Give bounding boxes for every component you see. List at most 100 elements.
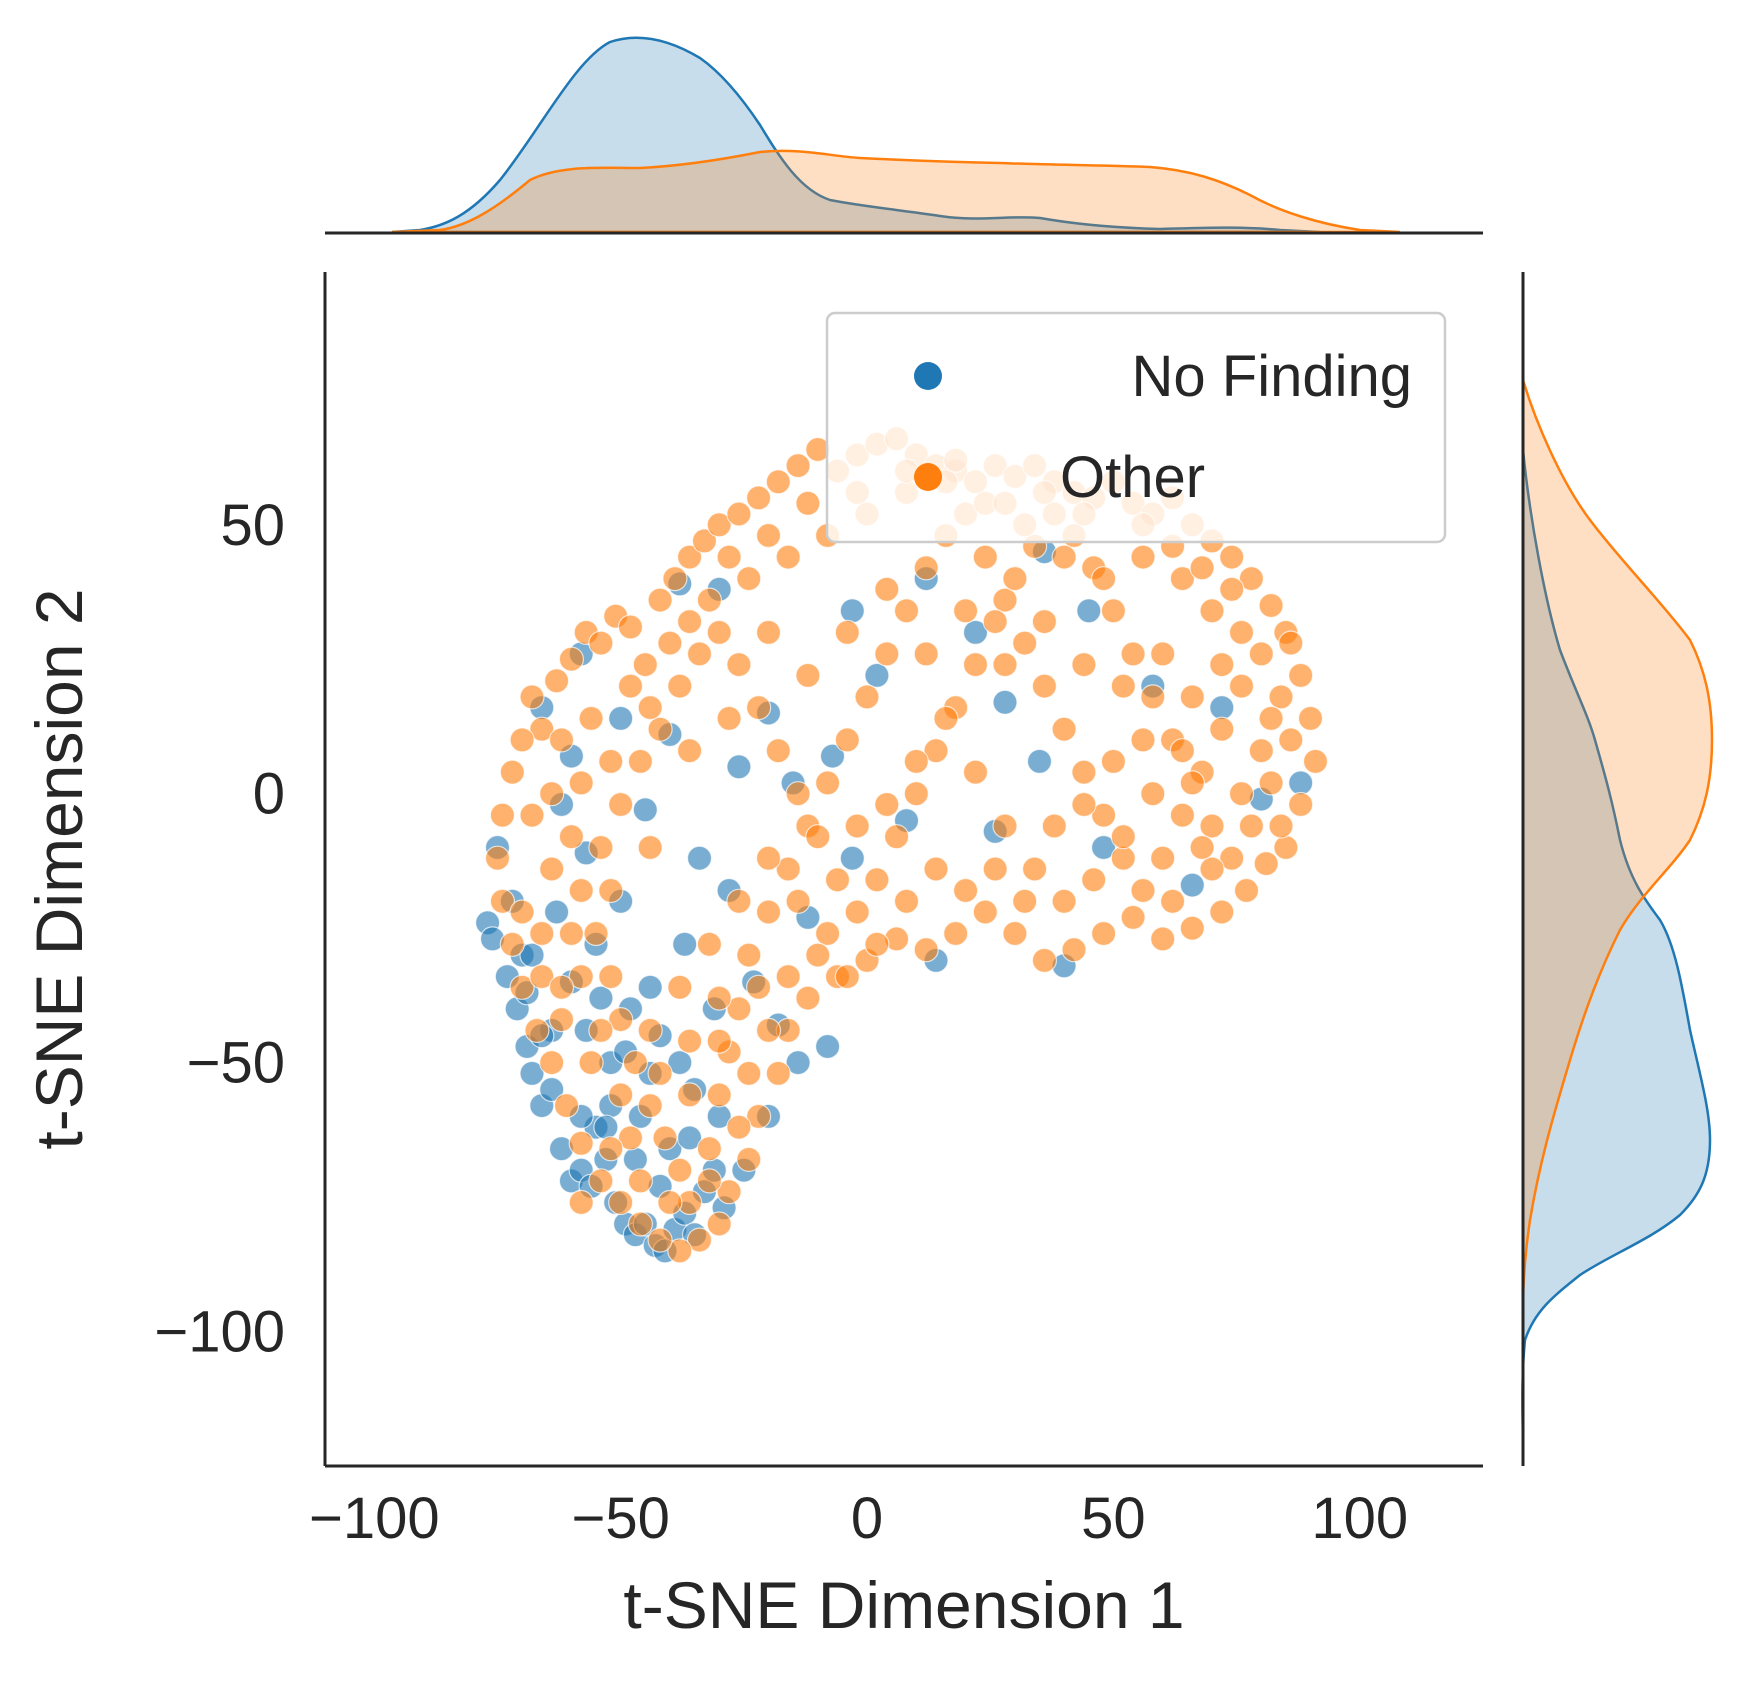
point-other-225 <box>1110 824 1136 850</box>
point-other-56 <box>1031 947 1058 974</box>
point-no-finding-71 <box>1076 598 1102 624</box>
point-other-97 <box>667 1157 693 1183</box>
point-other-185 <box>1199 598 1225 624</box>
point-other-51 <box>1179 915 1205 941</box>
point-other-145 <box>1002 565 1028 592</box>
right-kde-no-finding <box>1521 449 1712 1441</box>
point-other-138 <box>1140 684 1166 710</box>
point-other-79 <box>539 1049 565 1076</box>
point-other-153 <box>844 899 870 925</box>
point-other-219 <box>933 705 959 732</box>
point-no-finding-53 <box>588 985 614 1011</box>
point-other-121 <box>1090 802 1117 828</box>
point-other-2 <box>543 668 570 694</box>
x-tick-label-1: −50 <box>572 1486 670 1551</box>
point-other-173 <box>736 565 762 592</box>
point-other-286 <box>745 974 772 1000</box>
legend-label-other: Other <box>1060 445 1205 510</box>
point-other-190 <box>1110 673 1136 699</box>
point-other-83 <box>489 888 515 914</box>
point-other-253 <box>519 802 545 828</box>
right-marginal-kde <box>1521 272 1714 1466</box>
point-other-285 <box>706 1028 732 1054</box>
point-other-147 <box>962 651 989 678</box>
point-other-171 <box>657 630 683 656</box>
point-other-209 <box>637 1017 663 1044</box>
point-other-284 <box>676 1082 703 1108</box>
point-other-130 <box>1268 684 1294 710</box>
point-other-184 <box>1169 565 1196 592</box>
point-no-finding-37 <box>667 1049 693 1076</box>
point-other-41 <box>1258 592 1284 619</box>
point-other-139 <box>1120 641 1146 667</box>
point-other-55 <box>1061 937 1087 963</box>
point-other-165 <box>608 791 634 818</box>
point-other-246 <box>716 544 742 570</box>
point-other-133 <box>1238 813 1265 839</box>
x-tick-label-3: 50 <box>1081 1486 1146 1551</box>
point-other-270 <box>982 856 1008 882</box>
point-no-finding-70 <box>962 619 989 646</box>
point-other-99 <box>696 1136 723 1162</box>
point-other-66 <box>765 1060 791 1087</box>
point-other-54 <box>1090 920 1117 947</box>
point-other-152 <box>864 867 890 893</box>
point-other-210 <box>667 974 693 1000</box>
point-other-170 <box>617 673 644 699</box>
point-other-15 <box>745 485 772 511</box>
point-other-189 <box>1150 641 1176 667</box>
y-tick-labels: −100 −50 0 50 <box>154 493 285 1365</box>
point-other-69 <box>716 1179 742 1205</box>
point-other-119 <box>1051 716 1077 742</box>
point-other-247 <box>676 608 703 635</box>
point-other-263 <box>775 963 801 990</box>
point-other-193 <box>992 651 1018 678</box>
point-other-204 <box>558 920 585 947</box>
point-other-103 <box>736 942 762 968</box>
point-other-14 <box>726 501 752 527</box>
point-no-finding-89 <box>519 942 545 968</box>
point-no-finding-57 <box>672 931 698 957</box>
point-other-78 <box>553 1092 580 1119</box>
point-other-215 <box>814 920 841 947</box>
point-other-272 <box>1041 813 1067 839</box>
point-other-160 <box>706 619 732 646</box>
point-other-52 <box>1150 926 1176 952</box>
point-other-89 <box>558 824 585 850</box>
point-other-0 <box>519 684 545 710</box>
legend-marker-other <box>914 463 942 491</box>
point-other-74 <box>627 1211 654 1237</box>
y-tick-label-3: 50 <box>220 493 285 558</box>
point-other-260 <box>706 985 732 1011</box>
point-other-116 <box>992 587 1018 613</box>
point-other-276 <box>1159 888 1186 914</box>
point-other-256 <box>588 1017 614 1044</box>
point-other-168 <box>548 727 575 753</box>
point-other-102 <box>726 996 752 1022</box>
point-other-93 <box>608 1006 634 1033</box>
point-other-60 <box>913 937 939 963</box>
point-other-172 <box>696 587 723 613</box>
point-other-132 <box>1258 770 1284 796</box>
point-no-finding-63 <box>839 845 865 871</box>
point-other-216 <box>844 813 870 839</box>
point-other-211 <box>696 931 723 957</box>
point-other-158 <box>745 694 772 721</box>
point-no-finding-90 <box>1209 694 1235 721</box>
x-axis-label: t-SNE Dimension 1 <box>623 1568 1184 1642</box>
point-other-218 <box>903 748 929 775</box>
point-other-278 <box>726 1114 752 1140</box>
point-other-128 <box>1228 673 1255 699</box>
point-other-111 <box>893 598 920 624</box>
point-other-281 <box>627 1168 654 1194</box>
point-no-finding-92 <box>1288 770 1314 796</box>
point-other-267 <box>893 888 920 914</box>
y-axis-label: t-SNE Dimension 2 <box>22 588 96 1149</box>
point-other-231 <box>1268 813 1294 839</box>
point-other-118 <box>1031 673 1058 699</box>
point-other-264 <box>805 942 831 968</box>
point-other-266 <box>864 931 890 957</box>
point-other-194 <box>952 598 979 624</box>
point-other-104 <box>755 899 782 925</box>
point-other-222 <box>1021 856 1048 882</box>
